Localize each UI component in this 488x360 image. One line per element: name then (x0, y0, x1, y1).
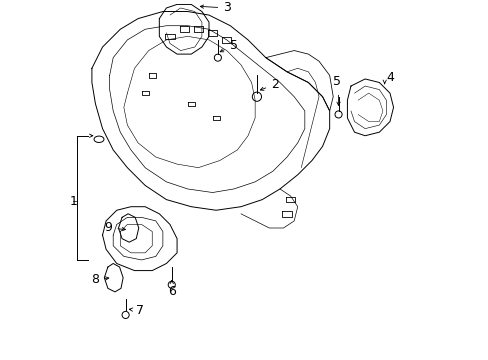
Text: 9: 9 (104, 221, 125, 234)
Text: 3: 3 (200, 1, 231, 14)
Text: 5: 5 (333, 75, 341, 88)
Text: 1: 1 (70, 195, 78, 208)
Text: 5: 5 (220, 39, 237, 52)
Text: 4: 4 (385, 71, 393, 84)
Text: 8: 8 (91, 273, 108, 286)
Text: 2: 2 (260, 78, 279, 91)
Text: 7: 7 (129, 304, 144, 317)
Text: 6: 6 (167, 280, 175, 298)
